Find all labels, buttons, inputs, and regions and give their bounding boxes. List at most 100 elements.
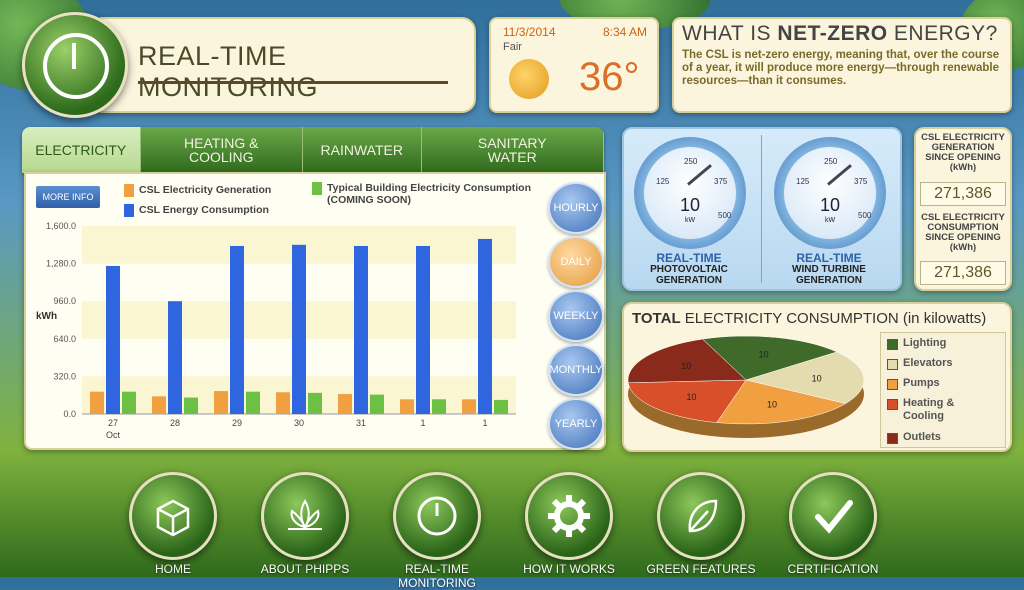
net-zero-heading: WHAT IS NET-ZERO ENERGY? <box>682 22 998 45</box>
nav-certification[interactable]: CERTIFICATION <box>768 472 898 576</box>
weather-widget: 11/3/2014 8:34 AM Fair 36° <box>489 17 659 113</box>
bar <box>308 392 322 414</box>
pie-legend-item: Heating & Cooling <box>887 397 987 423</box>
bar <box>416 245 430 414</box>
box-icon <box>129 472 217 560</box>
consumption-total-label: CSL ELECTRICITY CONSUMPTION SINCE OPENIN… <box>921 212 1005 253</box>
pie-slice-label: 10 <box>767 400 777 410</box>
pie-slice <box>716 379 847 425</box>
wind-turbine-value: 10 <box>819 195 841 215</box>
x-tick-sublabel: Oct <box>106 430 121 440</box>
bar <box>168 301 182 414</box>
tab-bar: ELECTRICITY HEATING & COOLING RAINWATER … <box>22 127 604 173</box>
pie-slice-label: 10 <box>681 361 691 371</box>
wind-turbine-gauge: 250 125 375 500 10 kW <box>774 137 886 249</box>
bar <box>338 394 352 414</box>
bar <box>462 399 476 414</box>
leaf-icon <box>657 472 745 560</box>
sun-icon <box>509 59 549 99</box>
y-tick-label: 960.0 <box>53 296 76 306</box>
pie-slice-label: 10 <box>812 373 822 383</box>
gear-icon <box>525 472 613 560</box>
y-tick-label: 320.0 <box>53 371 76 381</box>
y-axis-label: kWh <box>36 311 57 322</box>
photovoltaic-gauge: 250 125 375 500 10 kW <box>634 137 746 249</box>
pie-slice <box>627 338 747 384</box>
bar <box>478 238 492 414</box>
divider <box>761 135 762 283</box>
nav-how-it-works[interactable]: HOW IT WORKS <box>504 472 634 576</box>
pie-slice-label: 10 <box>686 392 696 402</box>
legend-consumption: CSL Energy Consumption <box>124 204 269 217</box>
bar <box>152 396 166 414</box>
tab-rainwater[interactable]: RAINWATER <box>303 127 422 173</box>
weather-date: 11/3/2014 <box>503 25 556 39</box>
photovoltaic-label: REAL-TIME PHOTOVOLTAIC GENERATION <box>650 251 728 286</box>
roots-decoration <box>138 81 448 84</box>
lotus-icon <box>261 472 349 560</box>
x-tick-label: 1 <box>482 418 487 428</box>
weekly-button[interactable]: WEEKLY <box>548 290 604 342</box>
y-tick-label: 1,280.0 <box>46 259 76 269</box>
bar <box>370 394 384 414</box>
pie-legend-item: Pumps <box>887 377 940 390</box>
more-info-button[interactable]: MORE INFO <box>36 186 100 208</box>
header-gauge-icon <box>22 12 128 118</box>
page-title: REAL-TIME MONITORING <box>138 41 318 102</box>
nav-real-time-monitoring[interactable]: REAL-TIME MONITORING <box>372 472 502 590</box>
monthly-button[interactable]: MONTHLY <box>548 344 604 396</box>
consumption-total-value: 271,386 <box>920 261 1006 285</box>
y-tick-label: 640.0 <box>53 334 76 344</box>
totals-panel: CSL ELECTRICITY GENERATION SINCE OPENING… <box>914 127 1012 291</box>
consumption-pie-chart: 10 10 10 10 10 <box>627 335 865 438</box>
legend-typical: Typical Building Electricity Consumption… <box>312 182 531 206</box>
x-tick-label: 30 <box>294 418 304 428</box>
tab-heating-cooling[interactable]: HEATING & COOLING <box>140 127 303 173</box>
x-tick-label: 29 <box>232 418 242 428</box>
nav-green-features[interactable]: GREEN FEATURES <box>636 472 766 576</box>
bar <box>184 397 198 414</box>
net-zero-text: The CSL is net-zero energy, meaning that… <box>682 49 1000 87</box>
weather-condition: Fair <box>503 41 522 53</box>
bar <box>246 391 260 414</box>
daily-button[interactable]: DAILY <box>548 236 604 288</box>
pie-legend-item: Elevators <box>887 357 953 370</box>
gauge-icon <box>393 472 481 560</box>
bar <box>90 391 104 414</box>
bar <box>354 245 368 414</box>
bar <box>230 245 244 414</box>
net-zero-panel: WHAT IS NET-ZERO ENERGY? The CSL is net-… <box>672 17 1012 113</box>
checkmark-icon <box>789 472 877 560</box>
weather-time: 8:34 AM <box>602 25 647 39</box>
pie-legend-item: Lighting <box>887 337 946 350</box>
generation-total-label: CSL ELECTRICITY GENERATION SINCE OPENING… <box>921 132 1005 173</box>
photovoltaic-value: 10 <box>679 195 701 215</box>
generation-total-value: 271,386 <box>920 182 1006 206</box>
tab-sanitary-water[interactable]: SANITARY WATER <box>421 127 604 173</box>
bar <box>122 391 136 414</box>
pie-legend: Lighting Elevators Pumps Heating & Cooli… <box>880 332 1006 448</box>
electricity-bar-chart: 0.0 320.0 640.0 960.0 1,280.0 1,600.0 kWh 27 28 2… <box>36 221 516 440</box>
nav-about-phipps[interactable]: ABOUT PHIPPS <box>240 472 370 576</box>
bar <box>400 399 414 414</box>
pie-slice <box>702 335 838 381</box>
bar <box>432 399 446 414</box>
pie-slice <box>627 379 747 423</box>
hourly-button[interactable]: HOURLY <box>548 182 604 234</box>
y-tick-label: 0.0 <box>63 409 76 419</box>
yearly-button[interactable]: YEARLY <box>548 398 604 450</box>
pie-slice-label: 10 <box>759 349 769 359</box>
title-panel: REAL-TIME MONITORING <box>100 17 476 113</box>
consumption-pie-panel: TOTAL ELECTRICITY CONSUMPTION (in kilowa… <box>622 302 1012 452</box>
pie-title: TOTAL ELECTRICITY CONSUMPTION (in kilowa… <box>632 310 987 327</box>
x-tick-label: 1 <box>420 418 425 428</box>
weather-temperature: 36° <box>579 55 640 99</box>
bar <box>106 265 120 414</box>
y-tick-label: 1,600.0 <box>46 221 76 231</box>
bar <box>276 392 290 414</box>
generation-gauges-panel: 250 125 375 500 10 kW REAL-TIME PHOTOVOL… <box>622 127 902 291</box>
tab-electricity[interactable]: ELECTRICITY <box>22 127 141 173</box>
chart-panel: MORE INFO CSL Electricity Generation CSL… <box>24 172 606 450</box>
bar <box>214 391 228 414</box>
nav-home[interactable]: HOME <box>108 472 238 576</box>
